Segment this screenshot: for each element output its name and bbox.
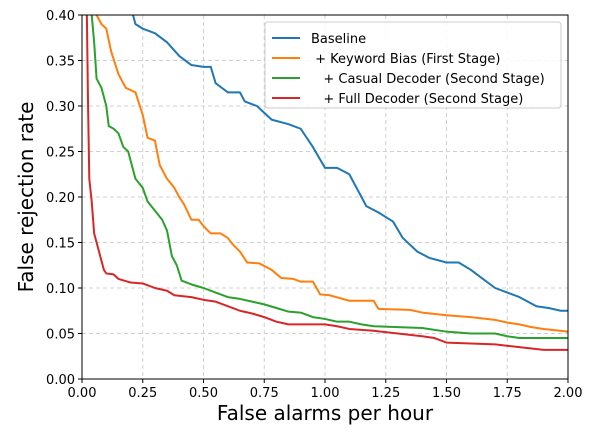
x-tick-label: 0.50	[189, 386, 218, 401]
x-axis-label: False alarms per hour	[217, 401, 434, 425]
x-tick-label: 0.00	[68, 386, 97, 401]
y-tick-label: 0.05	[46, 328, 75, 343]
x-tick-label: 1.00	[311, 386, 340, 401]
x-tick-label: 0.25	[128, 386, 157, 401]
y-tick-label: 0.25	[46, 146, 75, 161]
y-tick-label: 0.00	[46, 373, 75, 388]
legend-label-2: + Casual Decoder (Second Stage)	[311, 72, 545, 87]
y-tick-label: 0.35	[46, 55, 75, 70]
x-tick-label: 0.75	[250, 386, 279, 401]
series-line-1	[95, 15, 568, 333]
series-lines	[85, 15, 568, 351]
x-tick-label: 1.75	[493, 386, 522, 401]
ticks: 0.00 0.25 0.50 0.75 1.00 1.25 1.50 1.75 2.00 0.00…	[46, 9, 582, 401]
y-tick-label: 0.15	[46, 237, 75, 252]
y-tick-label: 0.40	[46, 9, 75, 24]
legend-label-3: + Full Decoder (Second Stage)	[311, 92, 523, 107]
series-line-2	[90, 15, 568, 340]
y-tick-label: 0.30	[46, 100, 75, 115]
legend: Baseline + Keyword Bias (First Stage) + …	[264, 21, 562, 109]
y-axis-label: False rejection rate	[14, 102, 38, 293]
y-tick-label: 0.20	[46, 191, 75, 206]
y-tick-label: 0.10	[46, 282, 75, 297]
legend-label-1: + Keyword Bias (First Stage)	[311, 52, 500, 67]
legend-box	[264, 21, 562, 109]
series-line-3	[85, 15, 568, 351]
x-tick-label: 1.25	[371, 386, 400, 401]
series-line-0	[132, 15, 568, 312]
x-tick-label: 1.50	[432, 386, 461, 401]
x-tick-label: 2.00	[554, 386, 583, 401]
legend-label-0: Baseline	[311, 32, 366, 47]
